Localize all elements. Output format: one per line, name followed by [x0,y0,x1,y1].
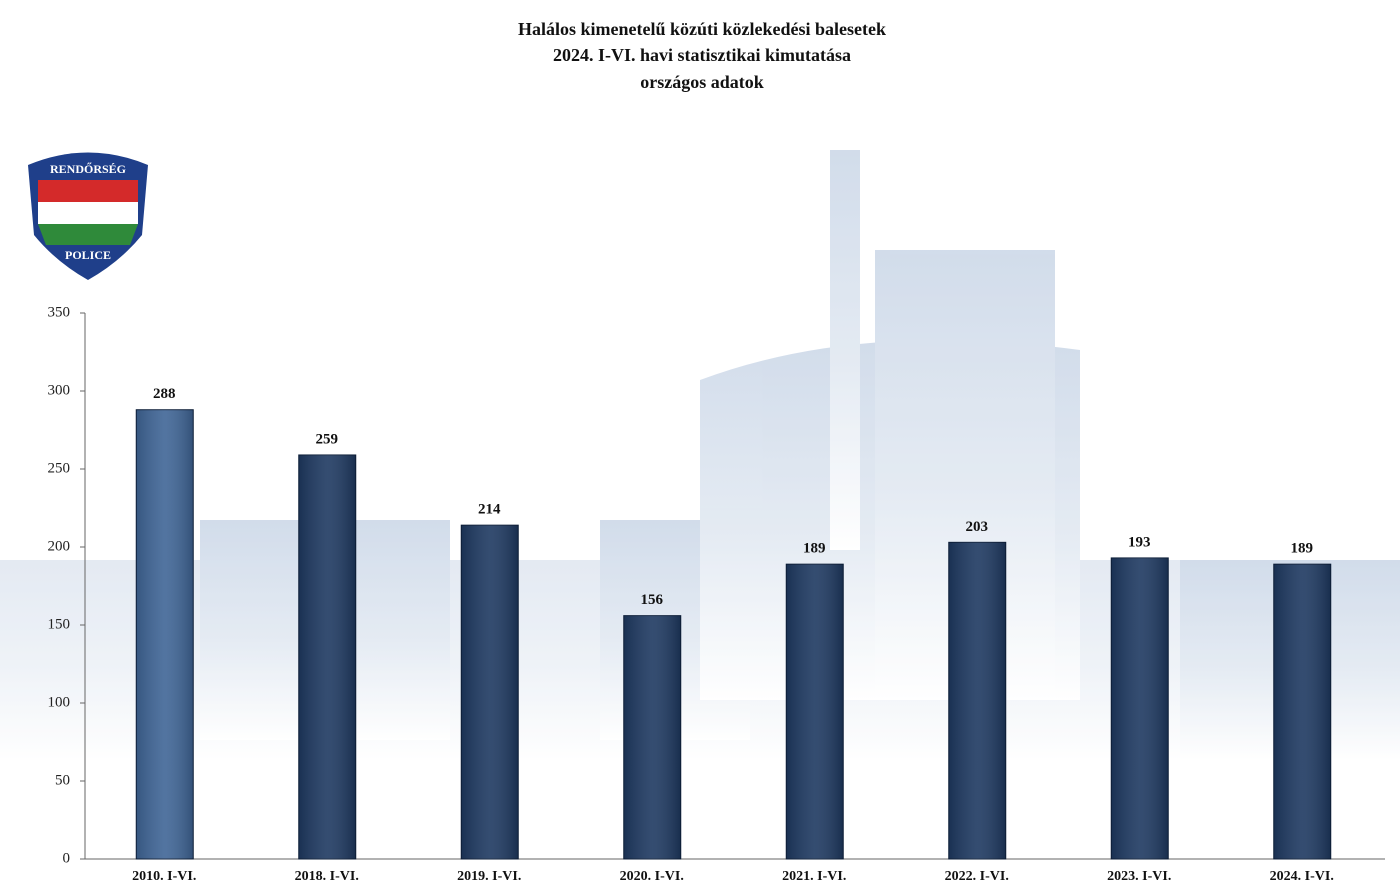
logo-text: POLICE [65,248,111,262]
x-tick-label: 2021. I-VI. [782,869,846,884]
value-label: 288 [153,386,176,402]
chart-title: országos adatok [640,72,764,92]
bar [785,563,844,860]
y-tick-label: 250 [48,460,71,476]
bar [460,524,519,860]
x-tick-label: 2022. I-VI. [945,869,1009,884]
y-tick-label: 50 [55,772,70,788]
y-tick-label: 0 [63,850,71,866]
x-tick-label: 2018. I-VI. [295,869,359,884]
value-label: 203 [966,519,989,535]
value-label: 214 [478,502,501,518]
y-tick-label: 150 [48,616,71,632]
y-tick-label: 350 [48,304,71,320]
chart-title: Halálos kimenetelű közúti közlekedési ba… [518,19,886,39]
background-buildings [0,150,1400,760]
y-tick-label: 100 [48,694,71,710]
value-label: 193 [1128,534,1151,550]
bar [298,454,357,860]
chart-title: 2024. I-VI. havi statisztikai kimutatása [553,45,851,65]
bar [623,615,682,860]
value-label: 156 [641,592,664,608]
value-label: 189 [803,541,826,557]
bar [135,409,194,860]
y-tick-label: 200 [48,538,71,554]
x-tick-label: 2020. I-VI. [620,869,684,884]
bar [1110,557,1169,860]
bar [1273,563,1332,860]
logo-text: RENDŐRSÉG [50,161,126,176]
value-label: 189 [1291,541,1314,557]
value-label: 259 [316,431,339,447]
x-tick-label: 2024. I-VI. [1270,869,1334,884]
x-tick-label: 2010. I-VI. [132,869,196,884]
police-logo: RENDŐRSÉG POLICE [28,152,148,280]
y-tick-label: 300 [48,382,71,398]
x-tick-label: 2019. I-VI. [457,869,521,884]
x-tick-label: 2023. I-VI. [1107,869,1171,884]
bar [948,541,1007,860]
